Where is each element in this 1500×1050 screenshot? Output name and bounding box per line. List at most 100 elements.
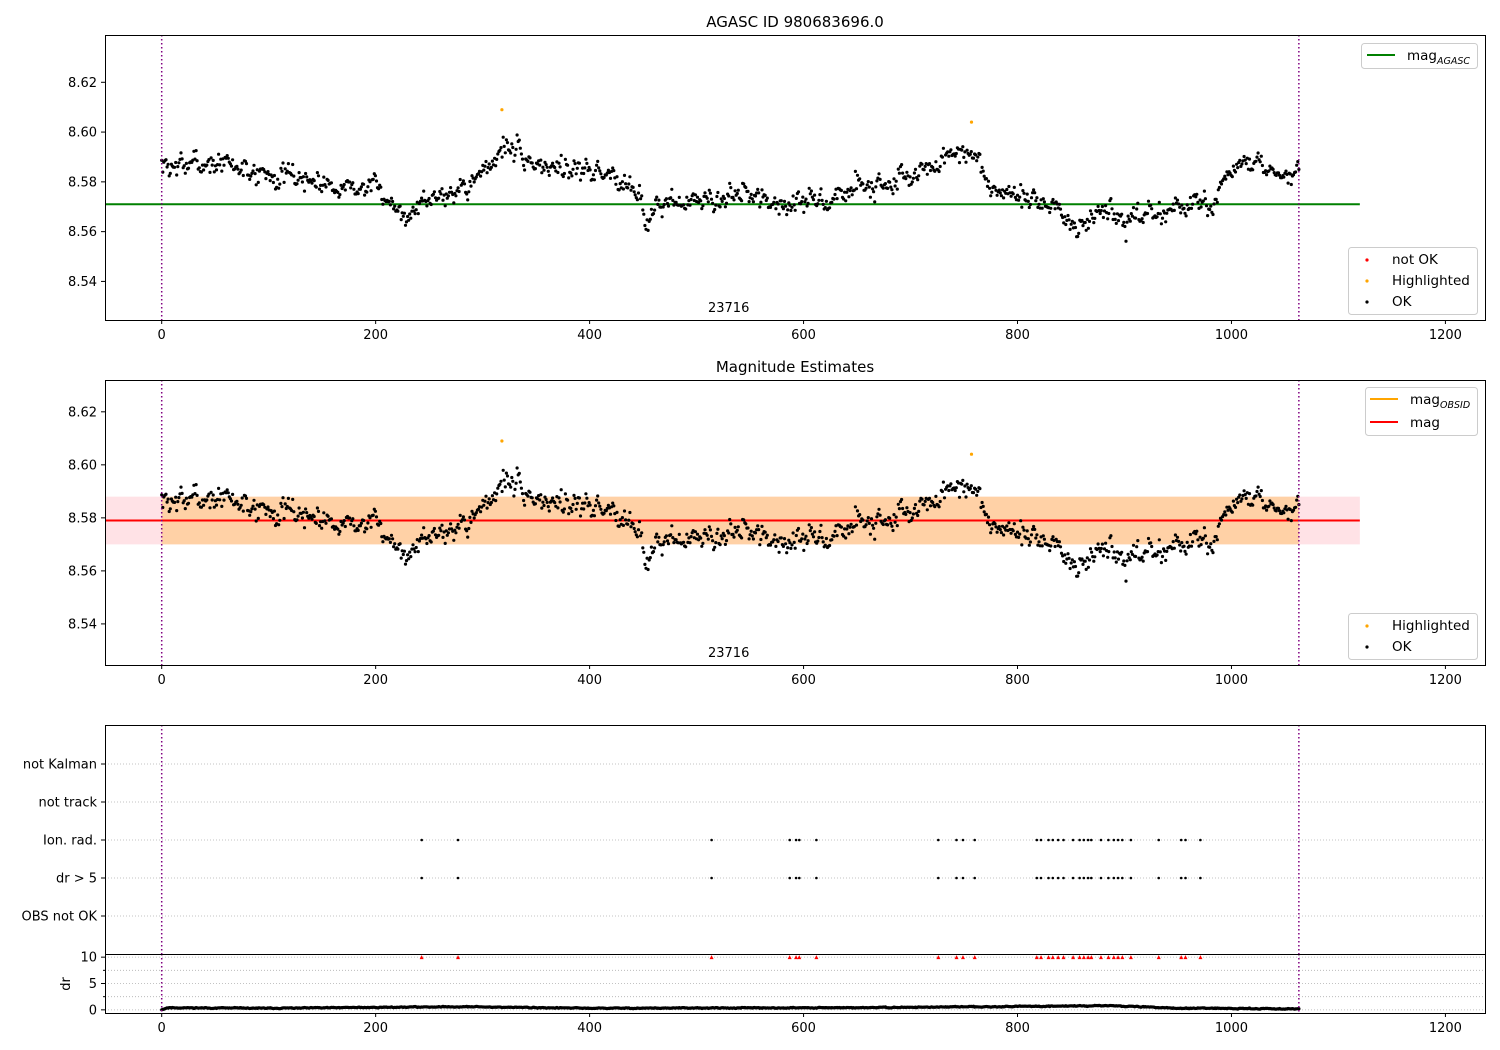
ok-point — [1107, 211, 1111, 216]
ok-point — [562, 171, 567, 176]
ok-point — [821, 202, 825, 206]
y-tick-label: 8.60 — [68, 126, 97, 141]
ok-point — [541, 500, 545, 504]
ok-point — [960, 148, 964, 152]
ok-point — [1135, 207, 1139, 211]
ok-point — [199, 170, 203, 174]
ok-point — [998, 528, 1002, 532]
ok-point — [1251, 168, 1255, 172]
ok-point — [927, 162, 932, 166]
flag-point — [1056, 876, 1060, 880]
dr-clipped-marker — [419, 955, 424, 960]
ok-point — [1100, 542, 1104, 546]
ok-point — [631, 185, 635, 189]
dr-clipped-marker — [1050, 955, 1055, 960]
ok-point — [202, 503, 206, 507]
ok-point — [545, 500, 549, 504]
ok-point — [824, 199, 829, 203]
ok-point — [1212, 539, 1216, 544]
x-tick-label: 400 — [577, 1021, 602, 1036]
ok-point — [1201, 536, 1205, 540]
ok-point — [700, 544, 704, 548]
ok-point — [177, 161, 181, 165]
ok-point — [999, 531, 1004, 535]
ok-point — [706, 537, 710, 541]
ok-point — [252, 163, 256, 167]
ok-point — [1034, 199, 1038, 203]
ok-point — [946, 484, 950, 488]
ok-point — [1035, 533, 1039, 537]
ok-point — [764, 536, 768, 540]
legend-marker-not-ok — [1365, 258, 1369, 262]
ok-point — [1196, 538, 1200, 542]
ok-point — [693, 193, 698, 197]
ok-point — [1215, 200, 1219, 204]
ok-point — [420, 533, 424, 537]
ok-point — [1073, 225, 1078, 230]
ok-point — [953, 488, 957, 493]
ok-point — [662, 540, 666, 544]
legend-box — [1348, 247, 1478, 315]
ok-point — [312, 514, 316, 519]
ok-point — [248, 513, 252, 517]
ok-point — [276, 177, 280, 181]
panel2-y-axis: 8.548.568.588.608.62 — [68, 405, 105, 632]
ok-point — [894, 179, 898, 183]
ok-point — [646, 567, 650, 572]
ok-point — [205, 163, 209, 167]
ok-point — [744, 522, 748, 526]
ok-point — [646, 228, 650, 232]
ok-point — [740, 536, 744, 540]
ok-point — [1063, 215, 1067, 219]
x-tick-label: 1000 — [1215, 673, 1248, 688]
ok-point — [889, 521, 893, 526]
ok-point — [715, 531, 719, 536]
ok-point — [982, 174, 986, 178]
ok-point — [1254, 494, 1258, 498]
ok-point — [1271, 503, 1275, 507]
ok-point — [235, 164, 239, 168]
ok-point — [305, 510, 309, 515]
ok-point — [832, 197, 836, 201]
ok-point — [411, 543, 415, 547]
ok-point — [968, 486, 972, 491]
ok-point — [636, 191, 641, 195]
ok-point — [793, 546, 797, 550]
ok-point — [596, 494, 600, 498]
ok-point — [633, 530, 637, 534]
ok-point — [796, 190, 801, 194]
ok-point — [657, 535, 661, 539]
ok-point — [990, 527, 994, 531]
ok-point — [1120, 212, 1124, 216]
ok-point — [304, 171, 308, 176]
ok-point — [969, 484, 973, 488]
ok-point — [925, 508, 929, 512]
ok-point — [231, 492, 235, 496]
ok-point — [962, 155, 966, 159]
ok-point — [468, 515, 472, 520]
ok-point — [1171, 202, 1175, 206]
ok-point — [1268, 164, 1272, 168]
ok-point — [942, 161, 947, 165]
ok-point — [1040, 544, 1044, 548]
flag-point — [1157, 838, 1160, 842]
ok-point — [705, 533, 709, 537]
ok-point — [1194, 195, 1198, 199]
ok-point — [832, 534, 836, 538]
ok-point — [869, 517, 874, 521]
ok-point — [431, 192, 435, 196]
ok-point — [184, 161, 188, 165]
ok-point — [627, 518, 631, 522]
ok-point — [538, 498, 542, 502]
ok-point — [577, 496, 582, 500]
ok-point — [578, 514, 583, 518]
ok-point — [823, 543, 827, 547]
ok-point — [511, 479, 515, 483]
ok-point — [1191, 540, 1195, 544]
ok-point — [861, 182, 865, 186]
ok-point — [316, 509, 321, 513]
ok-point — [408, 212, 412, 216]
flag-point — [1179, 838, 1183, 842]
ok-point — [1026, 199, 1030, 203]
ok-point — [501, 135, 505, 139]
